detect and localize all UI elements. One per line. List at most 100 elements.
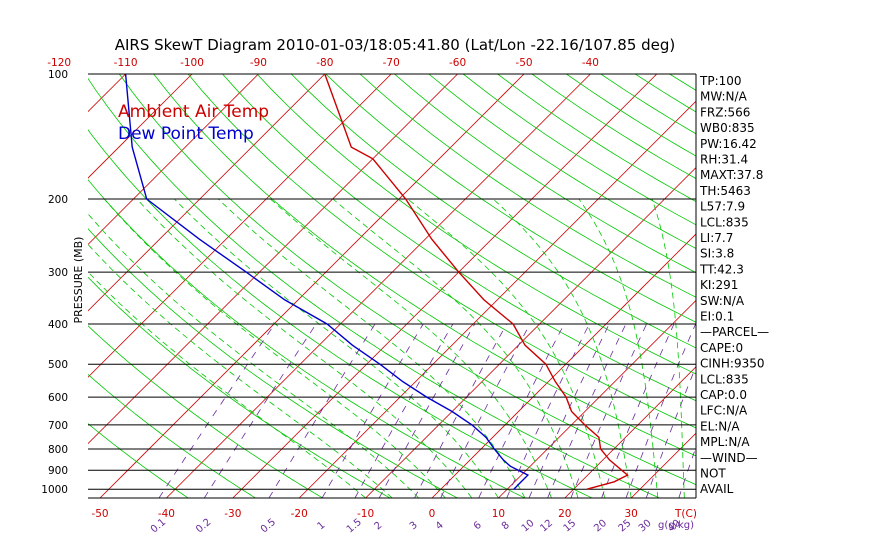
dry-adiabat-line — [88, 129, 593, 498]
bottom-temp-tick-label: -20 — [291, 508, 308, 520]
pressure-tick-label: 200 — [48, 194, 68, 206]
isotherm-line — [88, 74, 126, 113]
index-item: CINH:9350 — [700, 357, 765, 371]
dry-adiabat-line — [88, 325, 324, 498]
isotherm-line — [88, 74, 193, 179]
top-temp-tick-label: -60 — [449, 57, 466, 69]
isotherm-line — [830, 74, 870, 498]
isotherm-line — [166, 74, 591, 498]
index-item: —PARCEL— — [700, 325, 769, 339]
index-item: PW:16.42 — [700, 137, 757, 151]
index-item: KI:291 — [700, 278, 738, 292]
pressure-tick-label: 800 — [48, 444, 68, 456]
profile-lines — [124, 74, 629, 490]
pressure-tick-label: 400 — [48, 319, 68, 331]
dry-adiabat-line — [88, 423, 189, 498]
mixing-ratio-line — [645, 365, 696, 498]
mixing-ratio-label: 6 — [472, 520, 484, 533]
mixing-ratio-line — [506, 323, 590, 498]
temp-unit-label: T(C) — [674, 508, 697, 520]
mixing-ratio-label: 3 — [408, 520, 420, 533]
dry-adiabat-line — [153, 74, 696, 457]
mixing-ratio-label: 10 — [520, 518, 537, 535]
y-axis-label: PRESSURE (MB) — [72, 237, 85, 324]
index-item: EI:0.1 — [700, 310, 734, 324]
bottom-temp-tick-label: 30 — [625, 508, 638, 520]
bottom-temp-tick-label: 20 — [558, 508, 571, 520]
mixing-ratio-line — [158, 323, 276, 498]
moist-adiabat-line — [407, 198, 605, 498]
index-item: TP:100 — [699, 74, 742, 88]
pressure-tick-label: 700 — [48, 420, 68, 432]
isotherm-line — [498, 299, 696, 498]
isotherm-line — [88, 74, 326, 312]
top-temp-tick-label: -80 — [316, 57, 333, 69]
chart-title: AIRS SkewT Diagram 2010-01-03/18:05:41.8… — [115, 36, 676, 54]
mixing-ratio-line — [570, 323, 647, 498]
index-item: CAP:0.0 — [700, 388, 747, 402]
moist-adiabat-line — [136, 198, 473, 498]
mixing-ratio-label: 8 — [500, 520, 512, 533]
mixing-ratio-label: 12 — [538, 518, 555, 535]
index-item: MW:N/A — [700, 90, 748, 104]
mixing-ratio-line — [678, 445, 696, 498]
bottom-temp-tick-label: -50 — [91, 508, 108, 520]
isobar-lines — [88, 73, 697, 499]
mixing-ratio-line — [354, 323, 454, 498]
pressure-tick-label: 300 — [48, 267, 68, 279]
isotherm-line — [564, 366, 696, 498]
dry-adiabat-line — [325, 74, 696, 323]
moist-adiabat-line — [651, 198, 685, 498]
moist-adiabat-line — [88, 213, 419, 498]
legend-temp: Ambient Air Temp — [118, 102, 269, 122]
index-item: NOT — [700, 467, 726, 481]
pressure-tick-label: 100 — [48, 69, 68, 81]
mixing-ratio-label: 2 — [373, 520, 385, 533]
mixing-ratio-label: 15 — [562, 518, 579, 535]
index-item: LCL:835 — [700, 372, 749, 386]
legend: Ambient Air Temp Dew Point Temp — [118, 102, 269, 144]
mixing-ratio-line — [321, 323, 424, 498]
dry-adiabat-line — [256, 74, 696, 375]
moist-adiabat-line — [492, 198, 632, 498]
mixing-ratio-label: 20 — [592, 518, 609, 535]
mixing-ratio-line — [414, 323, 507, 498]
background-lines — [88, 74, 870, 498]
dry-adiabat-line — [462, 74, 696, 226]
dry-adiabat-line — [291, 74, 696, 349]
mixing-ratio-label: 25 — [617, 518, 634, 535]
isotherm-line — [298, 100, 696, 498]
index-item: WB0:835 — [700, 121, 755, 135]
index-item: TT:42.3 — [699, 262, 744, 276]
mixing-ratio-unit: g(g/kg) — [658, 520, 694, 531]
dry-adiabat-line — [222, 74, 696, 402]
isotherm-line — [88, 74, 458, 445]
dry-adiabat-line — [428, 74, 696, 249]
pressure-tick-label: 600 — [48, 392, 68, 404]
bottom-temp-tick-label: -30 — [224, 508, 241, 520]
moist-adiabat-line — [174, 198, 499, 498]
top-temp-tick-label: -50 — [515, 57, 532, 69]
index-item: SW:N/A — [700, 294, 745, 308]
top-temp-tick-label: -100 — [180, 57, 204, 69]
index-item: SI:3.8 — [700, 247, 734, 261]
moist-adiabat-line — [88, 243, 393, 498]
mixing-ratio-line — [440, 323, 531, 498]
index-item: MAXT:37.8 — [700, 168, 763, 182]
dewpoint-profile-line — [124, 74, 530, 490]
index-item: EL:N/A — [700, 419, 740, 433]
isotherm-line — [431, 233, 696, 498]
index-item: L57:7.9 — [700, 200, 745, 214]
dry-adiabat-line — [88, 228, 458, 498]
dry-adiabat-line — [187, 74, 696, 429]
top-temp-tick-label: -40 — [582, 57, 599, 69]
mixing-ratio-label: 30 — [637, 518, 654, 535]
moist-adiabat-line — [88, 271, 366, 498]
index-item: LI:7.7 — [700, 231, 733, 245]
bottom-temp-tick-label: -40 — [158, 508, 175, 520]
dry-adiabat-line — [88, 179, 525, 498]
mixing-ratio-label: 0.5 — [259, 517, 278, 536]
moist-adiabat-line — [270, 198, 552, 498]
